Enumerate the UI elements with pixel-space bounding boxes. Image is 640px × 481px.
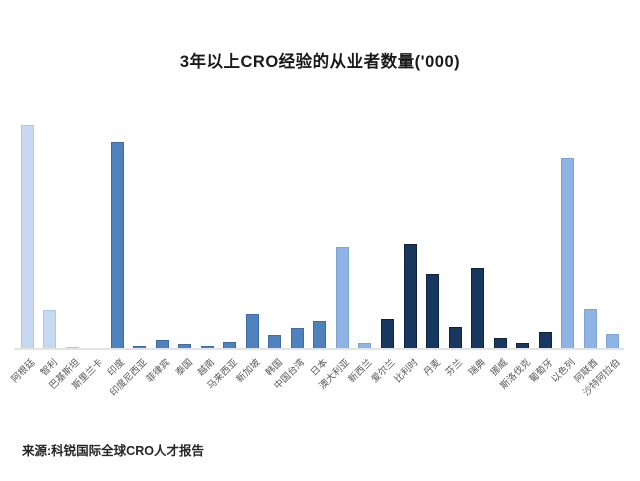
bar-slot: [444, 124, 467, 349]
bar-slot: [174, 124, 197, 349]
x-axis-label-slot: 中国台湾: [273, 353, 309, 423]
bar: [403, 244, 417, 349]
bar: [290, 328, 304, 349]
bar: [223, 342, 237, 349]
x-axis-label-slot: 斯洛伐克: [498, 353, 534, 423]
bar-slot: [601, 124, 624, 349]
x-axis-label: 泰国: [173, 357, 195, 379]
bar-slot: [354, 124, 377, 349]
x-axis-label-slot: 葡萄牙: [527, 353, 557, 423]
x-axis-label-slot: 以色列: [550, 353, 579, 423]
bar-slot: [16, 124, 39, 349]
bar-slot: [309, 124, 332, 349]
bar-slot: [556, 124, 579, 349]
x-axis-label-slot: 比利时: [392, 353, 422, 423]
bar-slot: [61, 124, 84, 349]
x-axis-label-slot: 爱尔兰: [369, 353, 399, 423]
bar: [471, 268, 485, 349]
bar: [448, 327, 462, 349]
bar: [178, 344, 192, 349]
bar-slot: [399, 124, 422, 349]
bar: [155, 340, 169, 349]
bar-slot: [106, 124, 129, 349]
bar-slot: [84, 124, 107, 349]
bar: [381, 319, 394, 349]
bar: [313, 321, 327, 349]
bar: [245, 314, 259, 349]
x-axis-label-slot: 斯里兰卡: [70, 353, 107, 423]
x-axis-label-slot: 菲律宾: [144, 353, 174, 423]
bar-slot: [264, 124, 287, 349]
x-axis-label-slot: 印度尼西亚: [108, 353, 152, 423]
bar-slot: [534, 124, 557, 349]
x-axis-label-slot: 芬兰: [444, 353, 467, 423]
bar: [268, 335, 282, 349]
bar-plot-area: [16, 124, 624, 349]
x-axis-label-slot: 马来西亚: [205, 353, 242, 423]
bar-slot: [196, 124, 219, 349]
bar: [606, 334, 620, 349]
bar: [20, 125, 34, 349]
bar-slot: [129, 124, 152, 349]
bar-slot: [219, 124, 242, 349]
bar: [493, 338, 507, 349]
bar: [335, 247, 349, 349]
x-axis-label: 阿根廷: [9, 357, 38, 386]
bar: [561, 158, 575, 349]
bar-slot: [489, 124, 512, 349]
bar-slot: [421, 124, 444, 349]
chart-title: 3年以上CRO经验的从业者数量('000): [179, 53, 461, 71]
bar-slot: [376, 124, 399, 349]
bar: [200, 346, 214, 349]
x-axis-label-slot: 新西兰: [347, 353, 377, 423]
source-note: 来源:科锐国际全球CRO人才报告: [22, 444, 204, 458]
bar: [426, 274, 440, 349]
x-axis-label-slot: 丹麦: [421, 353, 444, 423]
x-axis-line: [14, 348, 624, 350]
bar-slot: [579, 124, 602, 349]
bar: [358, 343, 372, 349]
x-axis-label-slot: 新加坡: [234, 353, 264, 423]
bar-slot: [511, 124, 534, 349]
x-axis-label: 芬兰: [443, 357, 465, 379]
x-axis-label-slot: 阿根廷: [9, 353, 39, 423]
x-axis-label-slot: 瑞典: [466, 353, 489, 423]
bar-slot: [151, 124, 174, 349]
x-axis-label-slot: 泰国: [174, 353, 197, 423]
bar: [516, 343, 530, 349]
x-axis-label: 瑞典: [466, 357, 488, 379]
bar: [43, 310, 57, 349]
bar-slot: [286, 124, 309, 349]
x-axis-label-slot: 澳大利亚: [318, 353, 354, 423]
bar-slot: [39, 124, 62, 349]
bar-slot: [331, 124, 354, 349]
x-axis-labels: 阿根廷 智利 巴基斯坦 斯里兰卡 印度 印度尼西亚 菲律宾 泰国 越南 马来西亚 新加坡 韩国 中国台湾…: [9, 353, 624, 423]
bar-slot: [466, 124, 489, 349]
bar: [538, 332, 552, 349]
bar: [110, 142, 124, 349]
x-axis-label: 丹麦: [421, 357, 443, 379]
bar: [583, 309, 597, 349]
x-axis-label-slot: 沙特阿拉伯: [581, 353, 624, 423]
bar: [133, 346, 147, 349]
bar-slot: [241, 124, 264, 349]
